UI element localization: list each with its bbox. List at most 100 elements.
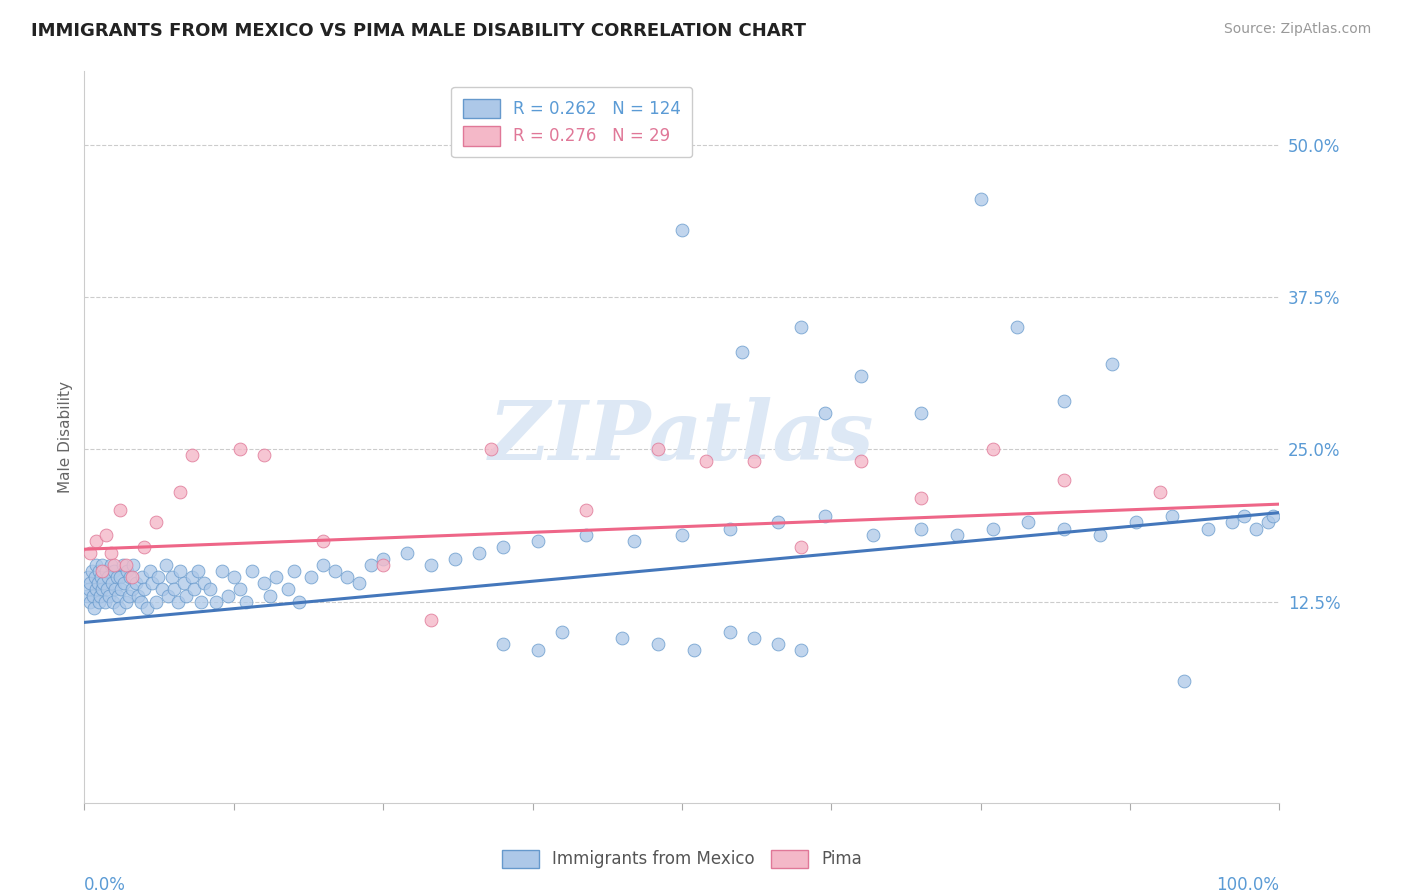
Point [127,589,149,603]
Point [420,558,443,573]
Point [814,509,837,524]
Point [1101,357,1123,371]
Point [121,582,143,597]
Point [235,594,257,608]
Point [79,546,101,560]
Point [1125,516,1147,530]
Point [103,564,125,578]
Point [1197,521,1219,535]
Point [93,594,115,608]
Point [1263,509,1285,524]
Point [79,576,101,591]
Point [86,558,108,573]
Point [84,570,107,584]
Point [1161,509,1184,524]
Point [160,570,183,584]
Point [100,558,122,573]
Point [101,594,124,608]
Point [1005,320,1028,334]
Point [183,582,205,597]
Legend: Immigrants from Mexico, Pima: Immigrants from Mexico, Pima [495,843,869,875]
Point [83,600,105,615]
Point [108,600,131,615]
Point [479,442,502,457]
Point [814,406,837,420]
Point [115,594,138,608]
Point [695,454,717,468]
Point [211,564,233,578]
Point [647,442,669,457]
Point [766,516,789,530]
Point [229,582,252,597]
Point [132,582,156,597]
Point [240,564,263,578]
Point [492,540,515,554]
Point [103,558,125,573]
Point [89,589,111,603]
Point [527,643,550,657]
Point [1053,473,1076,487]
Point [112,576,135,591]
Point [373,558,395,573]
Point [174,589,197,603]
Point [288,594,311,608]
Point [87,594,110,608]
Point [205,594,228,608]
Point [623,533,645,548]
Point [101,576,124,591]
Point [157,589,180,603]
Point [79,594,101,608]
Point [107,589,129,603]
Point [115,558,138,573]
Point [910,491,932,505]
Point [277,582,299,597]
Point [253,576,276,591]
Point [551,625,574,640]
Point [169,485,191,500]
Point [181,570,204,584]
Point [198,582,221,597]
Point [110,582,132,597]
Point [790,643,813,657]
Point [851,369,873,384]
Point [91,582,114,597]
Point [910,406,932,420]
Point [145,594,167,608]
Point [166,594,188,608]
Point [98,589,121,603]
Point [86,582,108,597]
Point [325,564,347,578]
Point [82,589,104,603]
Point [851,454,873,468]
Point [312,558,335,573]
Point [575,503,598,517]
Point [1233,509,1256,524]
Text: 0.0%: 0.0% [84,876,127,892]
Point [77,582,100,597]
Point [86,576,108,591]
Point [96,582,118,597]
Point [283,564,305,578]
Point [148,570,170,584]
Point [742,632,765,646]
Point [790,320,813,334]
Point [259,589,281,603]
Point [683,643,706,657]
Point [671,223,693,237]
Point [91,558,114,573]
Point [122,558,145,573]
Point [253,448,276,462]
Point [612,632,634,646]
Point [110,570,132,584]
Point [111,558,134,573]
Point [910,521,932,535]
Point [731,344,754,359]
Point [1257,516,1279,530]
Point [86,533,108,548]
Point [742,454,765,468]
Point [190,594,212,608]
Text: 100.0%: 100.0% [1216,876,1279,892]
Point [312,533,335,548]
Point [671,527,693,541]
Point [396,546,419,560]
